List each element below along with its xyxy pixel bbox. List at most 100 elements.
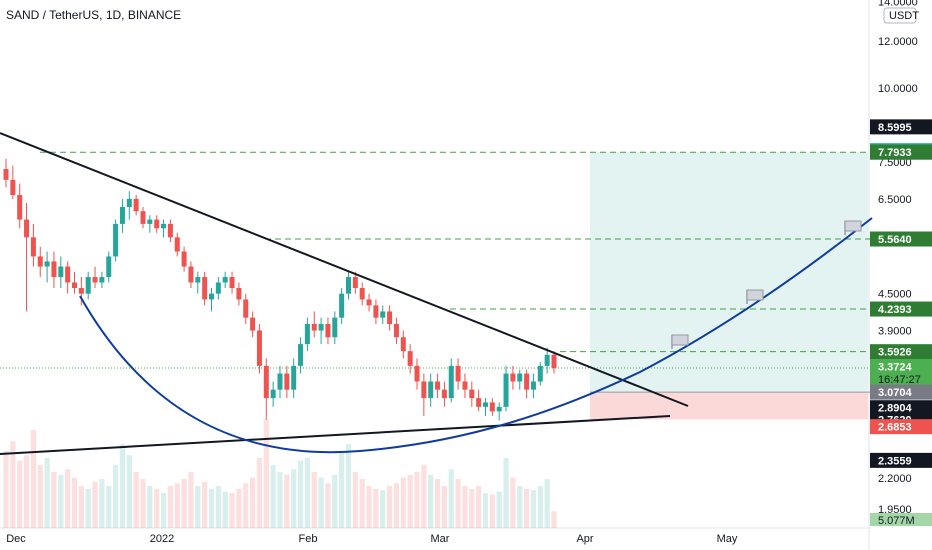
volume-bar — [414, 472, 420, 528]
time-tick-label: Feb — [299, 533, 318, 545]
candle-body — [407, 351, 413, 366]
stop-zone — [590, 392, 868, 420]
price-tag — [870, 419, 932, 435]
volume-bar — [428, 474, 434, 528]
price-tag-label: 3.3724 — [878, 361, 913, 373]
volume-bar — [489, 494, 495, 528]
volume-bar — [434, 479, 441, 528]
time-axis[interactable]: Dec 2022 Feb Mar Apr May — [6, 533, 738, 545]
candle-body — [209, 293, 214, 300]
volume-bar — [373, 488, 379, 528]
volume-bar — [476, 486, 482, 528]
candle-body — [393, 324, 399, 338]
volume-bar — [380, 490, 386, 528]
price-tag — [870, 344, 932, 360]
volume-bar — [119, 444, 126, 528]
volume-bar — [126, 455, 132, 528]
candle-body — [325, 324, 331, 338]
volume-bar — [325, 483, 331, 528]
volume-bar — [421, 465, 427, 528]
candle-body — [462, 381, 468, 390]
volume-bar — [462, 486, 468, 528]
candle-body — [530, 381, 536, 390]
candle-body — [147, 219, 153, 224]
volume-bar — [92, 481, 98, 528]
volume-bar — [195, 486, 201, 528]
candle-body — [154, 219, 160, 229]
volume-layer — [3, 418, 557, 528]
price-tag-label: 5.5640 — [878, 234, 912, 246]
candle-body — [352, 277, 358, 289]
price-tick-label: 4.5000 — [878, 289, 912, 301]
volume-bar — [352, 472, 358, 528]
volume-bar — [85, 488, 91, 528]
price-tick-label: 10.0000 — [878, 83, 918, 95]
candle-body — [215, 282, 221, 294]
price-tag-label: 3.0704 — [878, 387, 913, 399]
candle-body — [270, 389, 276, 399]
price-tick-label: 6.5000 — [878, 194, 912, 206]
price-tag — [870, 452, 932, 468]
candle-body — [373, 305, 379, 318]
candle-body — [202, 277, 208, 300]
candle-body — [448, 365, 454, 399]
volume-bar — [387, 486, 393, 528]
candle-body — [339, 293, 345, 318]
price-tick-label: 14.0000 — [878, 0, 918, 8]
target-levels — [0, 151, 870, 369]
volume-bar — [154, 488, 160, 528]
candle-body — [236, 288, 242, 300]
candle-body — [167, 223, 173, 238]
volume-bar — [482, 493, 489, 528]
grid-layer — [0, 0, 870, 550]
candles-layer — [3, 158, 557, 421]
volume-bar — [174, 483, 180, 528]
volume-bar — [544, 479, 550, 528]
candle-body — [469, 389, 475, 399]
price-tag — [870, 384, 932, 400]
candle-body — [126, 198, 132, 208]
volume-bar — [277, 472, 283, 528]
candle-body — [503, 373, 509, 407]
volume-bar — [524, 488, 530, 528]
candle-body — [421, 381, 427, 399]
candle-body — [291, 365, 297, 390]
candle-body — [298, 344, 304, 366]
volume-bar — [99, 479, 105, 528]
volume-tag-label: 5.077M — [878, 515, 915, 527]
candle-body — [78, 288, 84, 294]
candle-body — [30, 237, 36, 257]
candle-body — [161, 223, 167, 229]
time-tick-label: Mar — [431, 533, 450, 545]
volume-bar — [65, 469, 71, 528]
candle-body — [181, 251, 187, 267]
candle-body — [229, 277, 235, 289]
volume-bar — [448, 469, 454, 528]
candle-body — [435, 381, 441, 390]
price-axis[interactable]: 14.0000 12.0000 10.0000 7.5000 6.5000 4.5000 3… — [870, 0, 932, 527]
volume-bar — [236, 488, 242, 528]
ascending-trendline — [0, 415, 671, 455]
candle-body — [284, 373, 290, 390]
volume-bar — [215, 486, 221, 528]
volume-bar — [133, 472, 139, 528]
candle-body — [517, 373, 523, 382]
volume-bar — [339, 451, 345, 528]
volume-bar — [51, 472, 57, 528]
volume-bar — [270, 465, 276, 528]
volume-bar — [263, 418, 269, 528]
volume-bar — [3, 451, 9, 528]
candle-body — [455, 365, 461, 382]
candle-body — [380, 311, 386, 318]
volume-bar — [58, 474, 64, 528]
volume-bar — [30, 430, 36, 528]
candle-body — [400, 337, 406, 352]
volume-bar — [167, 486, 173, 528]
volume-bar — [78, 486, 84, 528]
volume-bar — [366, 486, 372, 528]
volume-bar — [23, 455, 30, 528]
currency-badge — [883, 7, 917, 24]
volume-bar — [304, 458, 310, 528]
volume-bar — [17, 460, 23, 528]
